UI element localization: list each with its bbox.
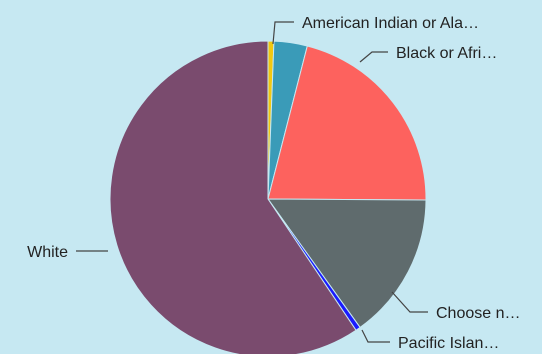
slice-label-3: Choose n… <box>436 305 521 322</box>
labels-layer: American Indian or Ala… Black or Afri… Cho… <box>27 15 520 352</box>
slice-label-2: Black or Afri… <box>396 45 497 62</box>
leader-line-2 <box>359 51 388 63</box>
leader-line-4 <box>361 329 390 343</box>
slices-layer <box>109 40 427 354</box>
pie-slice-2[interactable] <box>267 45 427 201</box>
leader-line-0 <box>272 21 294 45</box>
slice-label-4: Pacific Islan… <box>398 335 499 352</box>
slice-label-0: American Indian or Ala… <box>302 15 479 32</box>
slice-label-5: White <box>27 244 68 261</box>
pie-slice-5[interactable] <box>109 40 357 354</box>
pie-slice-3[interactable] <box>267 198 427 329</box>
leader-line-3 <box>391 291 428 313</box>
leaders-layer <box>76 21 428 343</box>
